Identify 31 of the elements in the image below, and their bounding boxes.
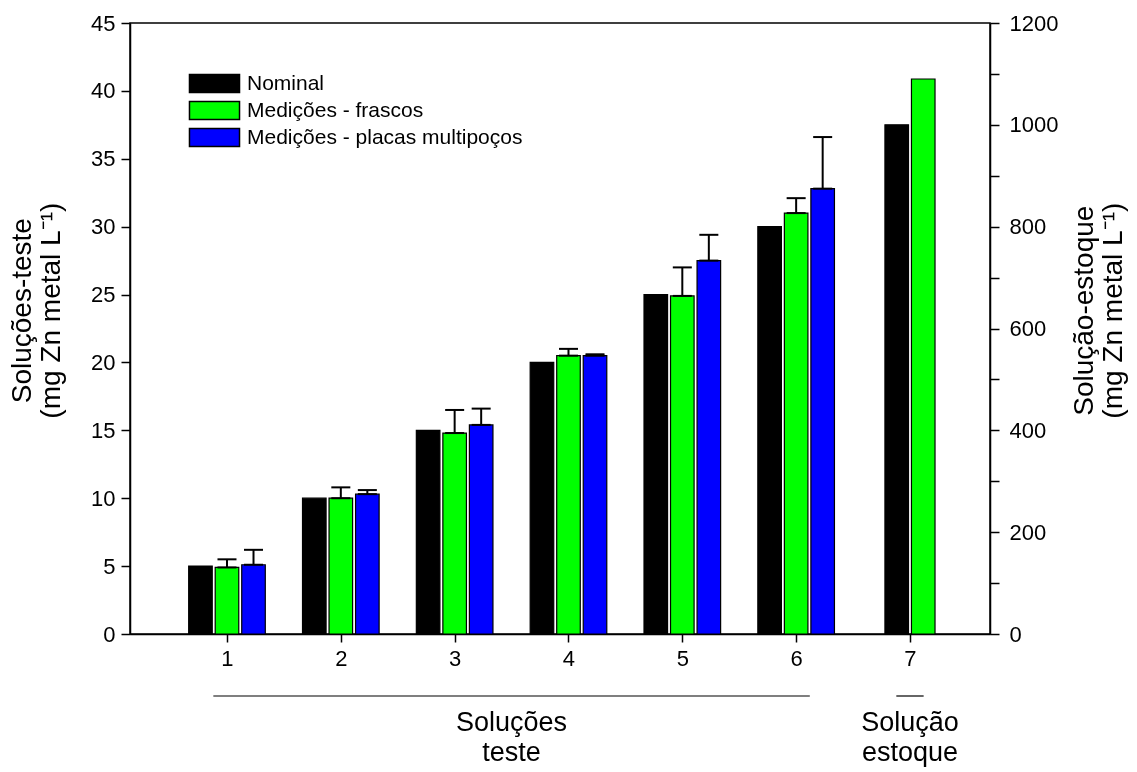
y-tick-label: 15 [91, 417, 116, 443]
y-tick-label: 40 [91, 78, 116, 104]
y-tick-label: 25 [91, 282, 116, 308]
y-tick-label: 10 [91, 485, 116, 511]
y2-tick-label: 400 [1009, 417, 1047, 443]
text: Soluções teste [456, 707, 568, 767]
y2-tick-label: 600 [1009, 316, 1047, 341]
y-tick-label: 35 [91, 146, 116, 172]
text: Solução estoque [861, 707, 959, 767]
x-tick-label: 4 [562, 645, 576, 671]
x-tick-label: 6 [790, 645, 803, 671]
y-tick-label: 45 [91, 10, 116, 36]
y-axis-title: Soluções-teste (mg Zn metal L⁻¹) [5, 202, 66, 419]
y2-tick-label: 0 [1009, 621, 1022, 647]
x-tick-label: 5 [676, 645, 689, 671]
legend-label: Nominal [247, 70, 325, 94]
x-tick-label: 3 [449, 645, 462, 671]
x-tick-label: 2 [335, 645, 348, 671]
y2-tick-label: 200 [1009, 519, 1047, 545]
y2-tick-label: 1000 [1009, 112, 1059, 138]
y2-tick-label: 1200 [1009, 10, 1059, 36]
legend-label: Medições - frascos [247, 97, 424, 121]
x-tick-label: 1 [221, 645, 234, 671]
y2-tick-label: 800 [1009, 214, 1047, 240]
y-tick-label: 0 [103, 621, 116, 647]
y-tick-label: 5 [103, 553, 116, 579]
legend-label: Medições - placas multipoços [247, 124, 523, 148]
y2-axis-title: Solução-estoque (mg Zn metal L⁻¹) [1067, 202, 1128, 419]
y-tick-label: 30 [91, 214, 116, 240]
y-tick-label: 20 [91, 349, 116, 375]
x-tick-label: 7 [904, 645, 917, 671]
